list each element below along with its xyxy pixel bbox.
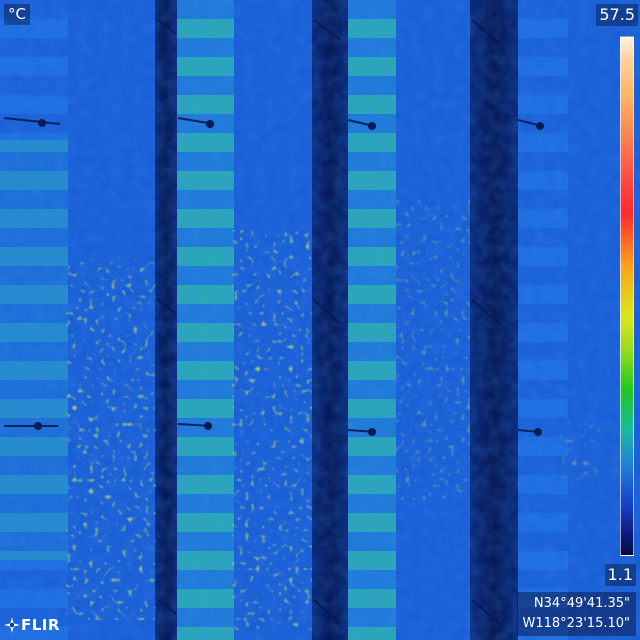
gps-coordinates: N34°49'41.35" W118°23'15.10" (517, 592, 636, 636)
temperature-unit-label: °C (4, 4, 30, 25)
latitude-text: N34°49'41.35" (523, 594, 630, 614)
scale-min-label: 1.1 (605, 564, 636, 586)
brand-logo: FLIR (4, 616, 60, 634)
temperature-scale-bar-icon (620, 36, 634, 556)
longitude-text: W118°23'15.10" (523, 614, 630, 634)
brand-text: FLIR (21, 616, 60, 634)
scale-max-label: 57.5 (596, 4, 638, 26)
flir-logo-icon (4, 617, 20, 633)
